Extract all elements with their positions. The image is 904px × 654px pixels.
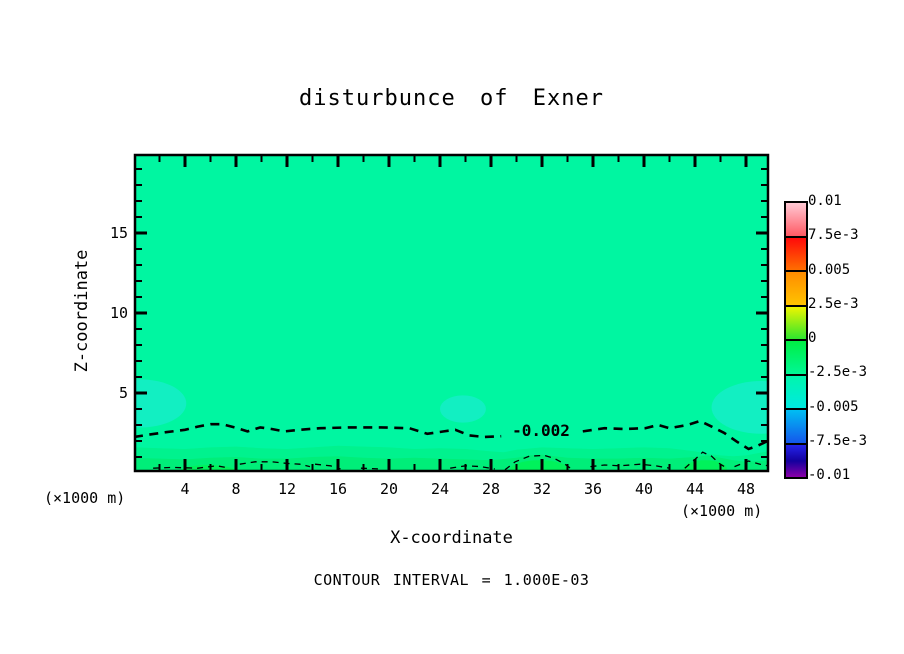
colorbar-label: -0.005 [808, 398, 859, 415]
z-tick-label: 15 [109, 224, 128, 242]
x-tick-label: 36 [583, 480, 603, 498]
z-tick-label: 5 [118, 384, 128, 402]
cyan-patch [135, 379, 187, 428]
labeled-contour-line [135, 422, 502, 439]
colorbar-segment [786, 339, 806, 374]
colorbar-label: -7.5e-3 [808, 432, 868, 449]
colorbar-segment [786, 408, 806, 443]
plot-border [133, 153, 770, 473]
contour-line-label: -0.002 [512, 421, 570, 440]
colorbar-label: 7.5e-3 [808, 227, 859, 244]
colorbar-label: 2.5e-3 [808, 295, 859, 312]
colorbar-label: 0 [808, 330, 817, 346]
x-tick-label: 32 [532, 480, 552, 498]
colorbar-label: 0.01 [808, 193, 842, 209]
colorbar [784, 201, 808, 479]
minor-contour-line [504, 454, 573, 471]
cyan-patch [440, 395, 486, 423]
x-tick-label: 24 [430, 480, 450, 498]
minor-contour-line [590, 463, 670, 469]
cyan-patch [711, 381, 768, 434]
colorbar-segment [786, 442, 806, 477]
x-tick-label: 12 [277, 480, 297, 498]
minor-contour-line [450, 465, 495, 470]
colorbar-label: -0.01 [808, 467, 851, 483]
x-tick-label: 28 [481, 480, 501, 498]
colorbar-segment [786, 203, 806, 236]
colorbar-label: 0.005 [808, 261, 851, 278]
x-tick-label: 16 [328, 480, 348, 498]
x-tick-label: 20 [379, 480, 399, 498]
x-tick-label: 48 [736, 480, 756, 498]
z-axis-title: Z-coordinate [72, 249, 92, 373]
colorbar-segment [786, 270, 806, 305]
colorbar-label: -2.5e-3 [808, 364, 868, 381]
plot-title: disturbunce of Exner [299, 86, 604, 111]
x-tick-label: 44 [685, 480, 705, 498]
labeled-contour-line [582, 419, 768, 451]
plot-background [135, 155, 768, 471]
z-axis-unit-label: (×1000 m) [44, 489, 126, 507]
colorbar-segment [786, 373, 806, 408]
x-tick-label: 8 [231, 480, 241, 498]
x-axis-title: X-coordinate [390, 528, 513, 548]
colorbar-segment [786, 235, 806, 270]
colorbar-segment [786, 304, 806, 339]
x-axis-unit-label: (×1000 m) [681, 502, 763, 520]
x-tick-label: 40 [634, 480, 654, 498]
z-tick-label: 10 [109, 304, 128, 322]
shading-band [135, 454, 768, 471]
x-tick-label: 4 [180, 480, 190, 498]
bright-green-patch [510, 460, 569, 471]
minor-contour-line [153, 465, 230, 469]
contour-interval-note: CONTOUR INTERVAL = 1.000E-03 [313, 571, 590, 589]
minor-contour-line [239, 461, 311, 468]
